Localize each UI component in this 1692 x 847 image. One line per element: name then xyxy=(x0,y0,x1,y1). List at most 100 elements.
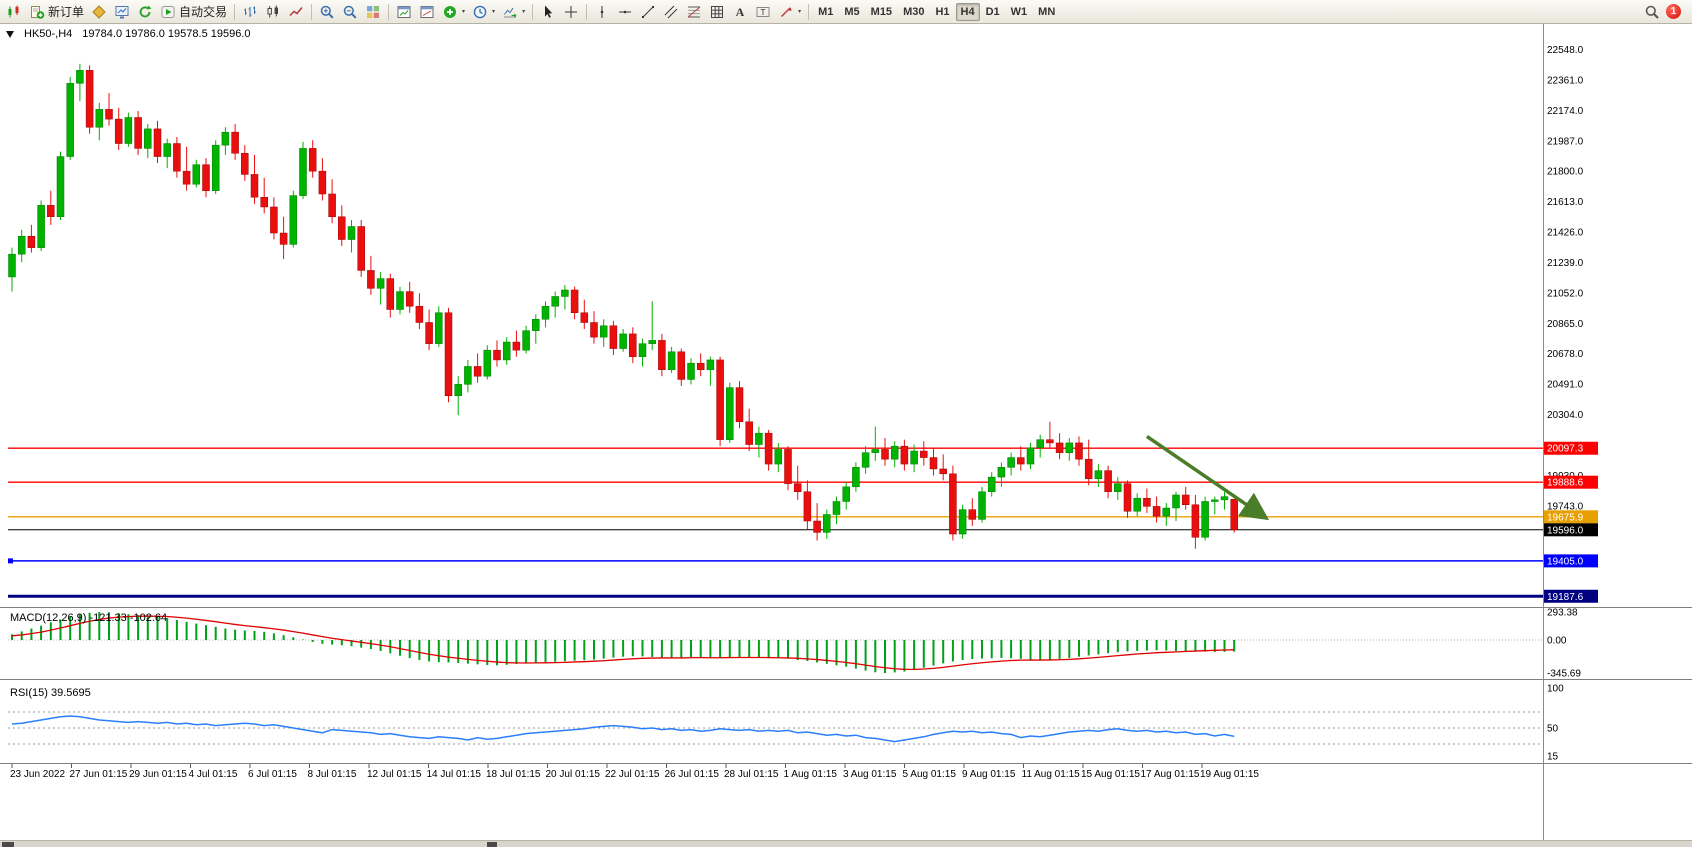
candle-body xyxy=(483,349,492,377)
market-watch-button[interactable] xyxy=(111,2,133,22)
text-button[interactable]: A xyxy=(729,2,751,22)
svg-text:19888.6: 19888.6 xyxy=(1547,478,1584,489)
candle-body xyxy=(405,291,414,307)
timeframe-m30[interactable]: M30 xyxy=(898,3,929,21)
time-tick-label: 6 Jul 01:15 xyxy=(248,769,297,780)
rsi-label: RSI(15) 39.5695 xyxy=(10,687,91,699)
candle-body xyxy=(726,387,734,440)
candles-layer xyxy=(8,63,1238,549)
candle-body xyxy=(1230,498,1238,531)
toolbar-buttons-group: 新订单 自动交易 ▾ ▾ ▾ A T ▾ xyxy=(3,0,812,23)
layouts-icon xyxy=(91,4,107,20)
candle-body xyxy=(376,278,385,289)
candle-body xyxy=(551,296,559,307)
zoom-in-button[interactable] xyxy=(316,2,338,22)
candle-body xyxy=(696,362,705,370)
candle-body xyxy=(1143,497,1151,507)
candle-body xyxy=(1065,442,1074,453)
chart-symbol-label: HK50-,H4 xyxy=(24,28,73,40)
candle-body xyxy=(813,520,821,533)
candle-body xyxy=(221,131,230,146)
timeframe-m15[interactable]: M15 xyxy=(866,3,897,21)
timeframe-m1[interactable]: M1 xyxy=(813,3,838,21)
price-tick-label: 22548.0 xyxy=(1547,45,1584,56)
candle-body xyxy=(667,351,676,370)
search-icon xyxy=(1644,4,1660,20)
candle-body xyxy=(493,349,501,361)
timeframe-m5[interactable]: M5 xyxy=(839,3,864,21)
candle-body xyxy=(153,128,162,157)
candle-body xyxy=(842,486,850,502)
period-button[interactable]: ▾ xyxy=(469,2,498,22)
channel-button[interactable] xyxy=(660,2,682,22)
candle-body xyxy=(270,206,278,234)
price-lines-layer[interactable] xyxy=(8,447,1543,598)
candlestick-button[interactable] xyxy=(262,2,284,22)
trend-arrow[interactable] xyxy=(1145,434,1270,521)
label-button[interactable]: T xyxy=(752,2,774,22)
search-button[interactable] xyxy=(1641,2,1663,22)
chart-shift-button[interactable]: ▾ xyxy=(499,2,528,22)
candle-body xyxy=(1017,457,1025,465)
indicators-button[interactable] xyxy=(393,2,415,22)
time-tick-label: 11 Aug 01:15 xyxy=(1022,769,1081,780)
time-axis[interactable]: 23 Jun 2022 27 Jun 01:15 29 Jun 01:15 4 Jul… xyxy=(10,764,1259,780)
grid-tool-button[interactable] xyxy=(706,2,728,22)
cursor-button[interactable] xyxy=(537,2,559,22)
autotrading-button-label: 自动交易 xyxy=(179,5,228,19)
price-tag-19675.9: 19675.9 xyxy=(1544,510,1598,524)
layouts-button[interactable] xyxy=(88,2,110,22)
new-chart-button[interactable] xyxy=(3,2,25,22)
bar-chart-button[interactable] xyxy=(239,2,261,22)
vertical-line-button[interactable] xyxy=(591,2,613,22)
chart-window[interactable]: 22548.0 22361.0 22174.0 21987.0 21800.0 21613… xyxy=(0,24,1692,847)
svg-text:T: T xyxy=(760,6,765,16)
candle-body xyxy=(1162,507,1171,517)
hline-handle[interactable] xyxy=(8,558,13,564)
trendline-button[interactable] xyxy=(637,2,659,22)
candle-body xyxy=(367,270,375,289)
price-tick-label: 20491.0 xyxy=(1547,380,1584,391)
objects-button[interactable] xyxy=(416,2,438,22)
candle-body xyxy=(716,359,724,440)
scroll-tab-left[interactable] xyxy=(2,842,14,847)
timeframe-w1[interactable]: W1 xyxy=(1006,3,1033,21)
chart-collapse-arrow[interactable] xyxy=(6,30,14,38)
candle-body xyxy=(114,118,123,144)
timeframe-h1[interactable]: H1 xyxy=(930,3,954,21)
candle-body xyxy=(609,325,618,349)
new-order-button[interactable]: 新订单 xyxy=(26,2,87,22)
fibonacci-button[interactable] xyxy=(683,2,705,22)
candle-body xyxy=(1104,470,1112,492)
horizontal-line-button[interactable] xyxy=(614,2,636,22)
candle-body xyxy=(987,476,996,492)
zoom-out-button[interactable] xyxy=(339,2,361,22)
toolbar-separator xyxy=(808,3,810,20)
timeframe-d1[interactable]: D1 xyxy=(981,3,1005,21)
candle-body xyxy=(1055,442,1064,453)
candle-body xyxy=(1114,483,1122,492)
candle-body xyxy=(823,514,831,533)
candle-body xyxy=(638,343,647,357)
refresh-button[interactable] xyxy=(134,2,156,22)
candle-body xyxy=(629,333,637,357)
scroll-tab[interactable] xyxy=(487,842,497,847)
price-tick-label: 21239.0 xyxy=(1547,258,1584,269)
autotrading-button[interactable]: 自动交易 xyxy=(157,2,230,22)
notification-badge[interactable]: 1 xyxy=(1666,4,1681,19)
line-chart-button[interactable] xyxy=(285,2,307,22)
candle-body xyxy=(910,450,918,465)
time-tick-label: 8 Jul 01:15 xyxy=(308,769,357,780)
candle-body xyxy=(619,333,627,349)
crosshair-button[interactable] xyxy=(560,2,582,22)
candle-body xyxy=(803,491,812,522)
add-indicator-button[interactable]: ▾ xyxy=(439,2,468,22)
candle-body xyxy=(502,341,511,361)
candle-body xyxy=(532,319,540,331)
timeframe-mn[interactable]: MN xyxy=(1033,3,1060,21)
timeframe-h4[interactable]: H4 xyxy=(955,2,980,21)
arrows-button[interactable]: ▾ xyxy=(775,2,804,22)
trend-icon xyxy=(640,4,656,20)
chart-canvas[interactable]: 22548.0 22361.0 22174.0 21987.0 21800.0 21613… xyxy=(0,24,1692,847)
tile-windows-button[interactable] xyxy=(362,2,384,22)
